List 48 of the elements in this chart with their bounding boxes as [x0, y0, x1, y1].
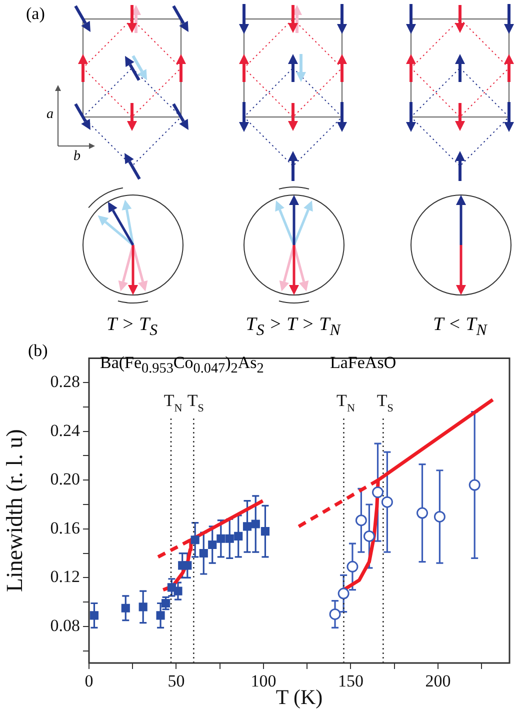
- y-axis-title: Linewidth (r. l. u): [2, 429, 27, 592]
- y-tick-label: 0.20: [50, 470, 80, 489]
- point: [225, 534, 234, 543]
- text: (a): [26, 4, 45, 24]
- point: [234, 532, 243, 540]
- point: [216, 534, 226, 543]
- y-tick-label: 0.08: [50, 616, 80, 635]
- point: [121, 604, 130, 612]
- point: [381, 496, 393, 508]
- x-tick-label: 50: [168, 672, 185, 691]
- point: [208, 540, 217, 550]
- y-tick-label: 0.24: [50, 420, 80, 440]
- text: T$_{S}$ > T > T$_{N}$: [246, 314, 340, 340]
- text: T < T$_{N}$: [433, 314, 487, 340]
- point: [416, 507, 428, 519]
- annotation: LaFeAsO: [330, 353, 396, 373]
- point: [260, 527, 270, 536]
- point: [199, 548, 208, 558]
- chart-title: (b): [28, 341, 48, 361]
- x-tick-label: 200: [425, 672, 451, 691]
- text: a: [46, 107, 54, 123]
- point: [329, 608, 341, 620]
- y-tick-label: 0.12: [50, 567, 80, 586]
- point: [138, 602, 148, 612]
- point: [363, 530, 375, 542]
- x-tick-label: 0: [84, 672, 94, 691]
- text: T > T$_{S}$: [106, 314, 158, 340]
- point: [355, 514, 367, 526]
- x-tick-label: 150: [338, 672, 364, 691]
- point: [174, 586, 182, 596]
- point: [190, 536, 200, 544]
- y-tick-label: 0.28: [50, 372, 80, 392]
- point: [156, 611, 165, 620]
- point: [161, 598, 170, 608]
- point: [468, 479, 480, 491]
- text: b: [74, 149, 80, 165]
- annotation: Ba(Fe$_{0.953}$Co$_{0.047}$)$_{2}$As$_{2}$: [100, 353, 264, 378]
- point: [346, 560, 358, 572]
- y-tick-label: 0.16: [50, 518, 80, 538]
- x-tick-label: 100: [250, 672, 276, 691]
- point: [434, 510, 446, 522]
- x-axis-title: T (K): [276, 684, 323, 709]
- point: [183, 561, 192, 570]
- point: [372, 486, 384, 498]
- point: [251, 520, 260, 528]
- point: [242, 522, 252, 531]
- point: [338, 588, 350, 600]
- point: [90, 611, 99, 620]
